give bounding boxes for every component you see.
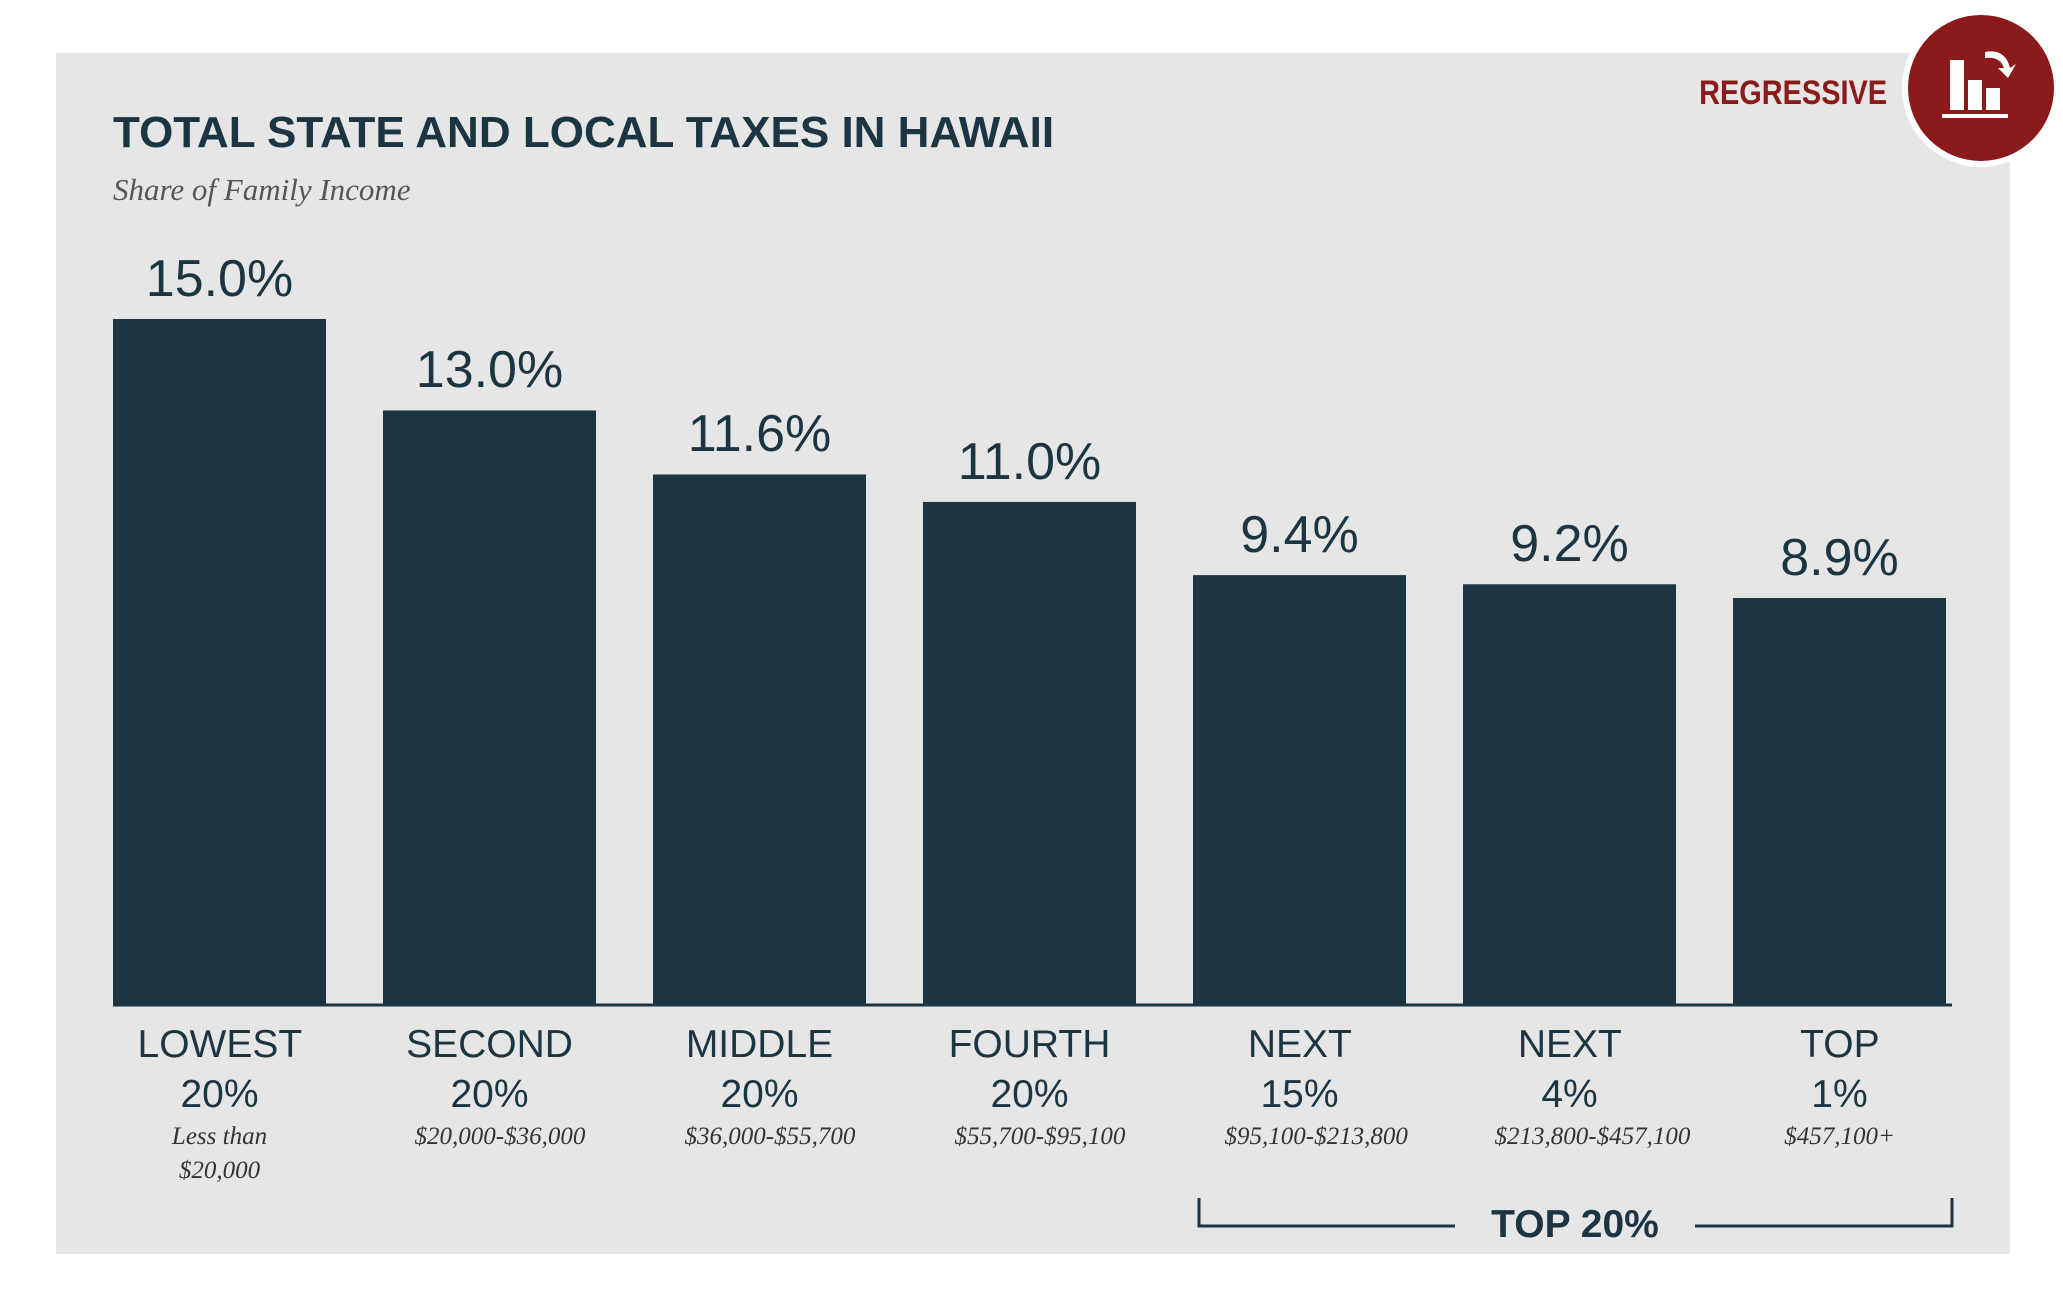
bar — [923, 501, 1136, 1005]
value-label: 9.2% — [1510, 515, 1629, 574]
bar — [653, 474, 866, 1005]
badge-label: REGRESSIVE — [1699, 74, 1887, 112]
value-label: 15.0% — [145, 250, 294, 308]
bracket-right — [1695, 1198, 1954, 1228]
chart-subtitle: Share of Family Income — [113, 172, 411, 207]
x-tick-label: TOP 1% — [1800, 1023, 1880, 1116]
bar — [1463, 584, 1676, 1005]
income-range: Less than $20,000 — [171, 1123, 268, 1184]
income-range: $457,100+ — [1784, 1123, 1895, 1150]
x-tick-label: NEXT 15% — [1247, 1023, 1352, 1116]
x-tick-label: LOWEST 20% — [137, 1023, 303, 1116]
badge-bars — [1942, 51, 2016, 118]
x-tick-label: MIDDLE 20% — [685, 1023, 834, 1116]
value-label: 9.4% — [1240, 506, 1359, 565]
income-range: $55,700-$95,100 — [954, 1123, 1126, 1150]
chart-title: TOTAL STATE AND LOCAL TAXES IN HAWAII — [113, 108, 1055, 157]
income-range: $95,100-$213,800 — [1224, 1123, 1408, 1150]
income-range: $213,800-$457,100 — [1494, 1123, 1691, 1150]
bracket-label: TOP 20% — [1491, 1203, 1659, 1246]
bar — [1733, 597, 1946, 1005]
value-label: 11.6% — [687, 405, 832, 464]
x-tick-label: SECOND 20% — [406, 1023, 573, 1116]
x-tick-label: FOURTH 20% — [948, 1023, 1111, 1116]
value-label: 8.9% — [1780, 528, 1899, 587]
bracket-left — [1197, 1198, 1455, 1228]
income-range: $20,000-$36,000 — [414, 1123, 586, 1150]
value-label: 11.0% — [957, 432, 1102, 491]
value-label: 13.0% — [415, 341, 564, 400]
bar — [113, 319, 326, 1005]
bar — [383, 410, 596, 1005]
income-range: $36,000-$55,700 — [684, 1123, 856, 1150]
x-tick-label: NEXT 4% — [1517, 1023, 1622, 1116]
bar — [1193, 575, 1406, 1005]
